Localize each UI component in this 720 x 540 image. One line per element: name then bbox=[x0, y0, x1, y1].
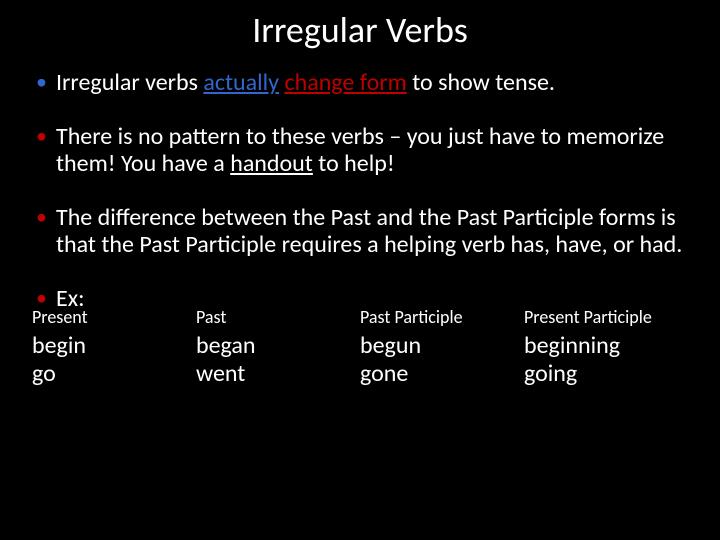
bullet-2: There is no pattern to these verbs – you… bbox=[32, 124, 688, 177]
bullet-3: The difference between the Past and the … bbox=[32, 205, 688, 258]
slide: Irregular Verbs Irregular verbs actually… bbox=[0, 0, 720, 540]
cell-pres-part-1: going bbox=[524, 360, 688, 388]
bullet-list: Irregular verbs actually change form to … bbox=[32, 70, 688, 312]
slide-title: Irregular Verbs bbox=[32, 8, 688, 52]
col-past: Past began went bbox=[196, 306, 360, 387]
cell-pres-part-0: beginning bbox=[524, 332, 688, 360]
cell-past-part-1: gone bbox=[360, 360, 524, 388]
cell-present-0: begin bbox=[32, 332, 196, 360]
bullet-4-text: Ex: bbox=[56, 284, 85, 313]
bullet-1: Irregular verbs actually change form to … bbox=[32, 70, 688, 96]
bullet-2-text-post: to help! bbox=[313, 149, 395, 178]
cell-present-1: go bbox=[32, 360, 196, 388]
bullet-4: Ex: bbox=[32, 286, 688, 312]
col-present: Present begin go bbox=[32, 306, 196, 387]
bullet-3-text: The difference between the Past and the … bbox=[56, 203, 682, 258]
bullet-2-handout: handout bbox=[230, 149, 313, 178]
cell-past-part-0: begun bbox=[360, 332, 524, 360]
cell-past-0: began bbox=[196, 332, 360, 360]
bullet-1-change-form: change form bbox=[284, 68, 406, 97]
cell-past-1: went bbox=[196, 360, 360, 388]
bullet-1-actually: actually bbox=[203, 68, 279, 97]
bullet-1-text-pre: Irregular verbs bbox=[56, 68, 203, 97]
verb-table: Present begin go Past began went Past Pa… bbox=[32, 306, 688, 387]
col-pres-part: Present Participle beginning going bbox=[524, 306, 688, 387]
bullet-1-text-post: to show tense. bbox=[407, 68, 555, 97]
col-past-part: Past Participle begun gone bbox=[360, 306, 524, 387]
